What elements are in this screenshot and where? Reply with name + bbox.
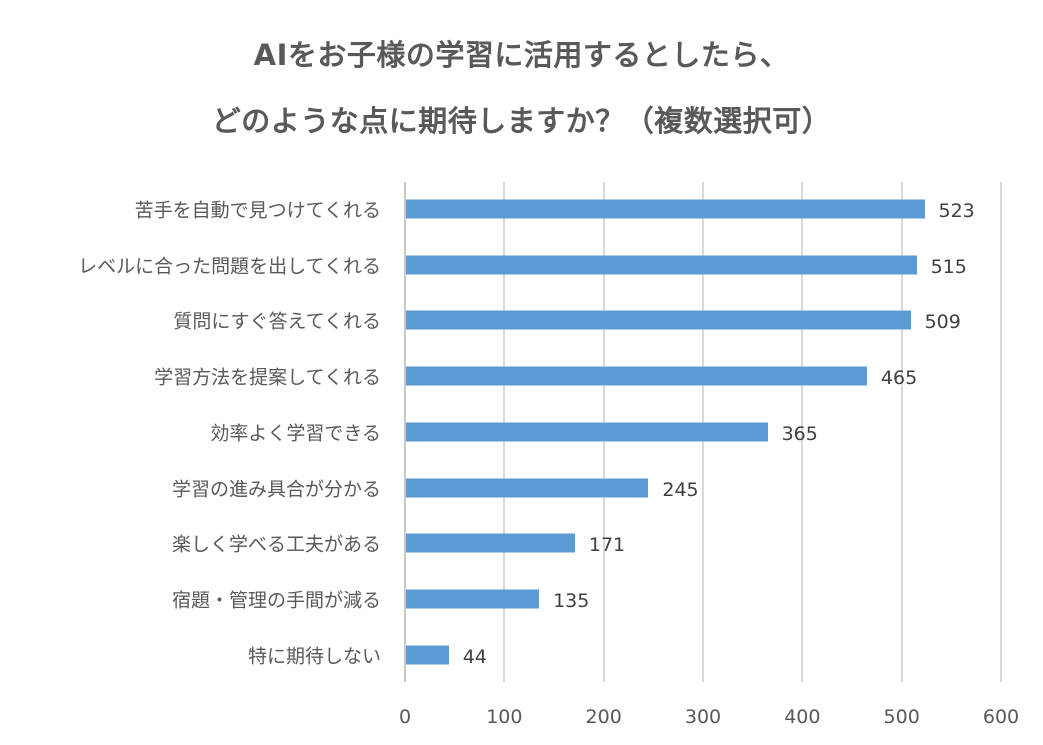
bar-value-label: 135	[553, 589, 590, 612]
x-axis-tick-label: 300	[684, 706, 722, 728]
chart-title-line-1: AIをお子様の学習に活用するとしたら、	[253, 38, 790, 72]
bar-value-label: 365	[781, 422, 818, 445]
bar-value-label: 523	[938, 200, 975, 222]
category-label: 宿題・管理の手間が減る	[171, 589, 381, 612]
bar-value-label: 245	[662, 478, 699, 501]
category-label: 苦手を自動で見つけてくれる	[134, 199, 381, 222]
bar	[406, 533, 575, 553]
gridline	[900, 182, 903, 682]
gridline	[801, 182, 804, 682]
bar	[406, 645, 449, 665]
bar	[406, 366, 867, 386]
bar	[406, 199, 925, 219]
bar	[406, 478, 649, 497]
gridline	[1000, 182, 1002, 682]
x-axis-tick-label: 400	[784, 706, 821, 728]
category-label: 質問にすぐ答えてくれる	[173, 310, 381, 333]
x-axis-tick-label: 100	[486, 706, 523, 728]
category-label: 効率よく学習できる	[210, 422, 381, 445]
bar	[406, 422, 768, 442]
bar-value-label: 509	[924, 311, 961, 334]
x-axis-tick-label: 600	[982, 706, 1020, 728]
bar-value-label: 465	[880, 367, 918, 390]
bar-value-label: 44	[462, 645, 487, 668]
category-label: レベルに合った問題を出してくれる	[78, 255, 381, 278]
bar-value-label: 515	[930, 255, 967, 278]
category-label: 学習方法を提案してくれる	[154, 366, 381, 389]
category-label: 特に期待しない	[247, 645, 381, 668]
category-label: 楽しく学べる工夫がある	[171, 533, 381, 556]
chart-title-line-2: どのような点に期待しますか？（複数選択可）	[211, 104, 832, 138]
bar-value-label: 171	[588, 534, 626, 557]
x-axis-tick-label: 500	[883, 706, 920, 728]
bar	[406, 310, 911, 330]
x-axis-tick-label: 200	[585, 706, 622, 728]
bar	[406, 589, 540, 609]
bar	[406, 255, 917, 275]
x-axis-tick-label: 0	[398, 706, 412, 728]
y-axis-line	[404, 182, 406, 682]
category-label: 学習の進み具合が分かる	[171, 478, 381, 500]
